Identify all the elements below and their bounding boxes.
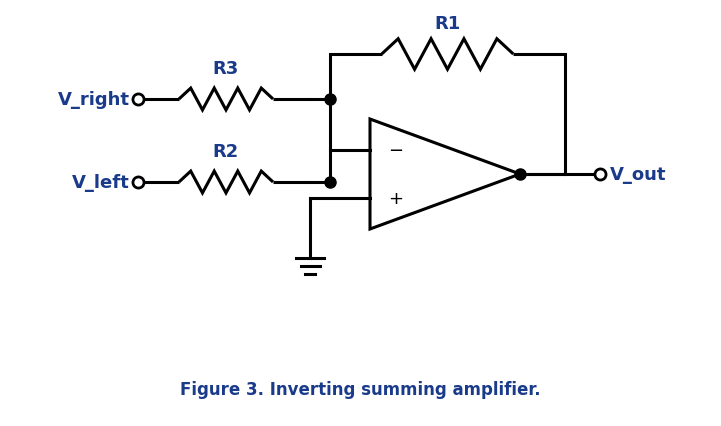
- Text: Figure 3. Inverting summing amplifier.: Figure 3. Inverting summing amplifier.: [180, 380, 540, 398]
- Text: R1: R1: [434, 15, 461, 33]
- Text: V_right: V_right: [58, 91, 130, 109]
- Text: −: −: [388, 141, 403, 159]
- Text: +: +: [388, 190, 403, 208]
- Text: V_left: V_left: [72, 173, 130, 192]
- Text: R2: R2: [213, 143, 239, 161]
- Text: V_out: V_out: [610, 166, 666, 184]
- Text: R3: R3: [213, 60, 239, 78]
